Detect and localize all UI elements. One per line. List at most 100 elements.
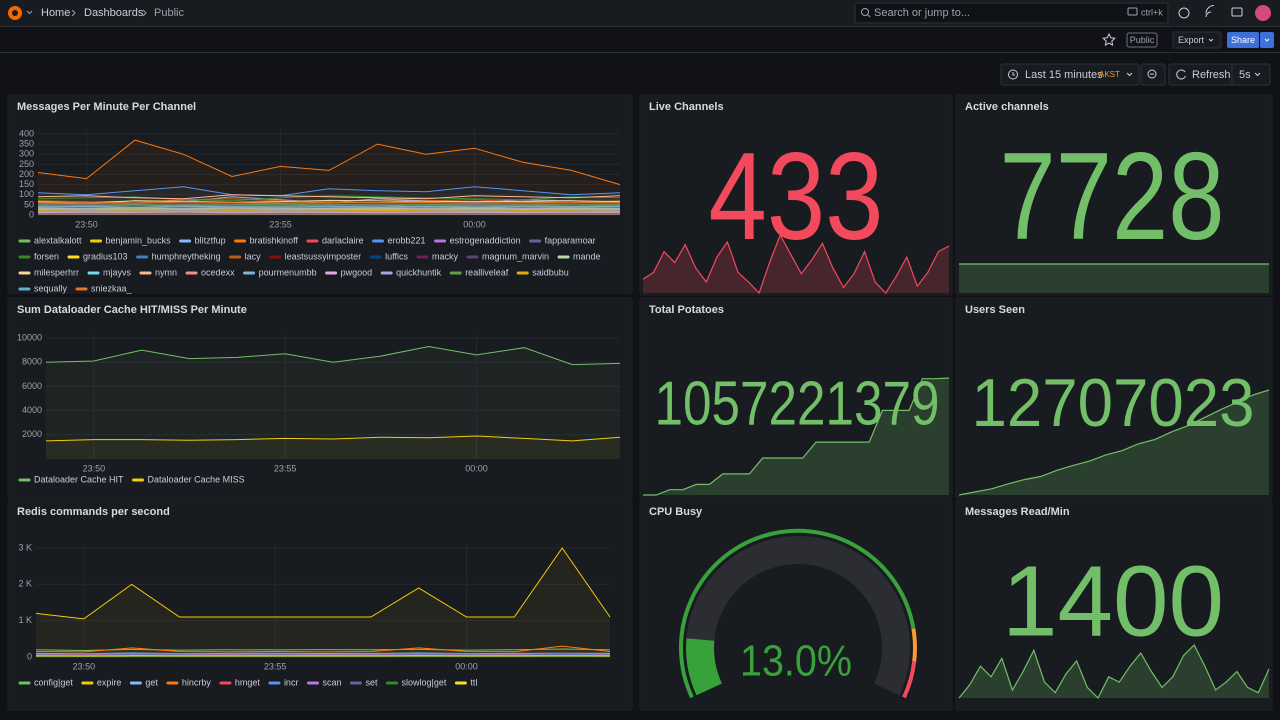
series-line	[37, 209, 621, 212]
series-area	[46, 346, 620, 459]
legend-label[interactable]: leastsussyimposter	[285, 251, 362, 261]
series-line	[35, 652, 611, 655]
shortcut[interactable]: ctrl+k	[1141, 7, 1163, 17]
refresh-picker[interactable]	[1168, 63, 1271, 86]
legend-label[interactable]: erobb221	[388, 235, 426, 245]
legend-label[interactable]: darlaclaire	[322, 235, 364, 245]
gauge-label: 13.0%	[740, 637, 852, 686]
breadcrumb-separator	[142, 9, 147, 17]
refresh-interval[interactable]: 5s	[1239, 69, 1251, 81]
legend-label[interactable]: sequally	[34, 283, 68, 293]
series-area	[46, 436, 620, 459]
search-placeholder[interactable]: Search or jump to...	[874, 7, 970, 19]
gauge-track	[686, 535, 910, 696]
share-menu[interactable]	[1260, 32, 1274, 48]
refresh-icon[interactable]	[1176, 69, 1186, 80]
legend-label[interactable]: humphreytheking	[152, 251, 221, 261]
legend-label[interactable]: ocedexx	[201, 267, 235, 277]
legend-label[interactable]: lacy	[245, 251, 262, 261]
legend-label[interactable]: blitztfup	[195, 235, 226, 245]
legend-label[interactable]: luffics	[385, 251, 408, 261]
legend-label[interactable]: estrogenaddiction	[450, 235, 521, 245]
legend-label[interactable]: scan	[322, 677, 341, 687]
legend-label[interactable]: incr	[284, 677, 299, 687]
display-icon[interactable]	[1231, 7, 1243, 17]
caret[interactable]	[1208, 38, 1214, 42]
legend-label[interactable]: quickhuntik	[396, 267, 442, 277]
panel	[955, 499, 1273, 711]
search[interactable]: Search or jump to... ctrl+k	[854, 2, 1169, 24]
series-area	[36, 548, 610, 657]
sparkline	[642, 233, 950, 295]
refresh-label[interactable]: Refresh	[1192, 69, 1231, 81]
legend-label[interactable]: saidbubu	[532, 267, 569, 277]
avatar[interactable]	[1255, 5, 1271, 21]
legend-label[interactable]: hincrby	[182, 677, 212, 687]
public-badge-label: Public	[1130, 35, 1155, 45]
caret[interactable]	[1264, 38, 1270, 42]
chevron[interactable]	[26, 10, 33, 15]
help-icon[interactable]	[1178, 7, 1190, 19]
legend-label[interactable]: expire	[97, 677, 122, 687]
legend-label[interactable]: ttl	[470, 677, 477, 687]
legend-label[interactable]: Dataloader Cache HIT	[34, 474, 124, 484]
time-picker[interactable]	[1000, 63, 1140, 86]
legend-label[interactable]: pwgood	[341, 267, 373, 277]
legend-label[interactable]: get	[145, 677, 158, 687]
zoom-icon[interactable]	[1147, 69, 1157, 79]
legend-label[interactable]: set	[365, 677, 378, 687]
series-line	[37, 139, 621, 186]
search-box[interactable]	[854, 2, 1169, 24]
panel	[639, 94, 953, 296]
legend-label[interactable]: sniezkaa_	[91, 283, 133, 293]
breadcrumb-separator	[71, 9, 76, 17]
legend-label[interactable]: fapparamoar	[545, 235, 596, 245]
clock-icon[interactable]	[1008, 69, 1018, 80]
legend-label[interactable]: alextalkalott	[34, 235, 82, 245]
caret[interactable]	[1254, 72, 1261, 77]
export-label[interactable]: Export	[1178, 35, 1205, 45]
clock-icon[interactable]	[1012, 72, 1015, 76]
legend-label[interactable]: forsen	[34, 251, 59, 261]
timezone[interactable]: AKST	[1099, 70, 1120, 79]
legend-label[interactable]: nymn	[155, 267, 177, 277]
legend-label[interactable]: benjamin_bucks	[106, 235, 172, 245]
share-label[interactable]: Share	[1231, 35, 1255, 45]
legend-label[interactable]: realliveleaf	[465, 267, 509, 277]
legend-label[interactable]: magnum_marvin	[482, 251, 549, 261]
y-tick-label: 350	[19, 139, 34, 149]
search-icon[interactable]	[867, 14, 871, 18]
legend-label[interactable]: macky	[432, 251, 459, 261]
share-button[interactable]	[1227, 32, 1259, 48]
y-tick-label: 2000	[22, 429, 42, 439]
sparkline	[643, 377, 950, 496]
legend-label[interactable]: mande	[573, 251, 601, 261]
keyboard-icon[interactable]	[1127, 7, 1138, 16]
legend-label[interactable]: Dataloader Cache MISS	[148, 474, 245, 484]
breadcrumb-home[interactable]: Home	[41, 7, 70, 19]
series-line	[45, 435, 621, 442]
logo-hole[interactable]	[12, 10, 18, 16]
time-range[interactable]: Last 15 minutes	[1025, 69, 1103, 81]
grafana-logo[interactable]	[8, 6, 33, 20]
legend-label[interactable]: gradius103	[83, 251, 128, 261]
legend-label[interactable]: config|get	[34, 677, 73, 687]
legend-label[interactable]: mjayvs	[103, 267, 132, 277]
panel-title: Redis commands per second	[17, 506, 170, 518]
x-tick-label: 00:00	[455, 661, 478, 671]
news-icon[interactable]	[1205, 5, 1215, 18]
star-button[interactable]	[1102, 32, 1116, 47]
legend-label[interactable]: pourmenumbb	[259, 267, 317, 277]
legend-label[interactable]: hmget	[235, 677, 261, 687]
search-icon[interactable]	[861, 8, 869, 16]
export-button[interactable]	[1172, 31, 1222, 49]
legend-label[interactable]: slowlog|get	[401, 677, 446, 687]
breadcrumb-dashboards[interactable]: Dashboards	[84, 7, 144, 19]
breadcrumb-current: Public	[154, 7, 184, 19]
series-line	[35, 645, 611, 653]
series-line	[37, 194, 621, 200]
caret[interactable]	[1126, 72, 1133, 77]
legend-label[interactable]: milesperhrr	[34, 267, 79, 277]
legend-label[interactable]: bratishkinoff	[250, 235, 299, 245]
